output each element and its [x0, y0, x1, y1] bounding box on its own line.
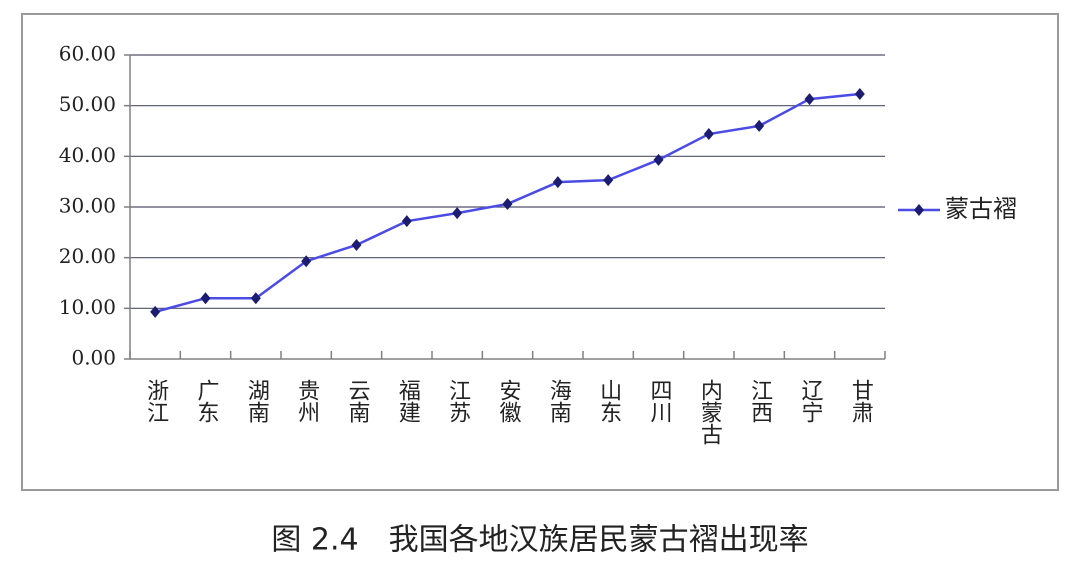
data-point — [150, 305, 161, 318]
x-tick-label: 山东 — [596, 379, 621, 423]
chart-frame — [21, 13, 1059, 491]
y-tick-label: 20.00 — [59, 244, 116, 268]
x-tick-label: 辽宁 — [798, 379, 824, 423]
y-tick-label: 50.00 — [59, 92, 116, 116]
data-point — [351, 239, 362, 251]
data-point — [552, 176, 563, 189]
legend-label: 蒙古褶 — [945, 195, 1017, 223]
data-point — [603, 174, 614, 187]
x-tick-label: 湖南 — [244, 379, 270, 423]
data-point — [854, 88, 865, 101]
y-tick-label: 10.00 — [59, 295, 116, 319]
y-tick-label: 40.00 — [59, 143, 116, 167]
legend-marker — [914, 204, 924, 216]
data-point — [401, 215, 412, 228]
data-point — [250, 292, 261, 305]
x-tick-label: 四川 — [647, 379, 673, 423]
chart-title: 图 2.4 我国各地汉族居民蒙古褶出现率 — [271, 523, 808, 558]
data-point — [754, 119, 765, 132]
x-tick-label: 安徽 — [496, 379, 522, 423]
x-tick-label: 甘肃 — [848, 379, 874, 423]
data-point — [452, 207, 463, 220]
x-tick-label: 内蒙古 — [697, 379, 722, 445]
y-tick-label: 60.00 — [59, 42, 116, 66]
x-tick-label: 贵州 — [294, 379, 320, 423]
x-tick-label: 江苏 — [445, 379, 471, 423]
data-point — [301, 255, 312, 268]
data-point — [703, 128, 714, 141]
y-tick-label: 0.00 — [71, 346, 116, 370]
x-tick-label: 云南 — [345, 379, 370, 423]
data-point — [200, 292, 211, 305]
data-point — [804, 93, 815, 106]
y-tick-label: 30.00 — [59, 194, 116, 218]
x-tick-label: 海南 — [546, 379, 572, 423]
x-tick-label: 福建 — [395, 379, 421, 423]
x-tick-label: 浙江 — [143, 379, 169, 423]
x-tick-label: 广东 — [194, 379, 220, 423]
data-point — [502, 197, 513, 210]
x-tick-label: 江西 — [747, 379, 773, 423]
data-point — [653, 153, 664, 166]
